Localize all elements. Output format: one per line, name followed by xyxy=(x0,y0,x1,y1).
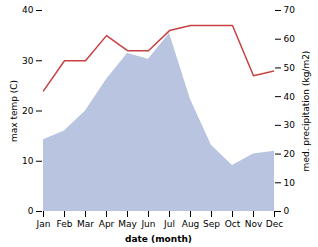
svg-text:0: 0 xyxy=(28,206,34,216)
svg-text:Jan: Jan xyxy=(36,219,51,229)
svg-text:50: 50 xyxy=(284,63,296,73)
svg-text:Apr: Apr xyxy=(99,219,115,229)
svg-text:Jul: Jul xyxy=(163,219,175,229)
svg-text:40: 40 xyxy=(284,92,296,102)
svg-text:Aug: Aug xyxy=(182,219,200,229)
svg-text:30: 30 xyxy=(284,120,296,130)
svg-text:date (month): date (month) xyxy=(125,234,192,244)
svg-text:May: May xyxy=(118,219,137,229)
svg-text:20: 20 xyxy=(284,149,296,159)
svg-text:max temp (C): max temp (C) xyxy=(9,80,19,142)
svg-text:20: 20 xyxy=(22,106,34,116)
svg-text:Oct: Oct xyxy=(225,219,241,229)
svg-text:Nov: Nov xyxy=(245,219,263,229)
svg-text:Jun: Jun xyxy=(140,219,155,229)
svg-text:10: 10 xyxy=(22,156,34,166)
svg-text:Dec: Dec xyxy=(266,219,283,229)
svg-text:0: 0 xyxy=(284,206,290,216)
svg-text:Mar: Mar xyxy=(77,219,94,229)
svg-text:30: 30 xyxy=(22,56,34,66)
svg-text:70: 70 xyxy=(284,5,296,15)
svg-text:60: 60 xyxy=(284,34,296,44)
svg-text:40: 40 xyxy=(22,5,34,15)
svg-text:Feb: Feb xyxy=(57,219,73,229)
svg-text:Sep: Sep xyxy=(203,219,220,229)
svg-text:10: 10 xyxy=(284,178,296,188)
svg-text:med. precipitation (kg/m2): med. precipitation (kg/m2) xyxy=(301,51,311,172)
